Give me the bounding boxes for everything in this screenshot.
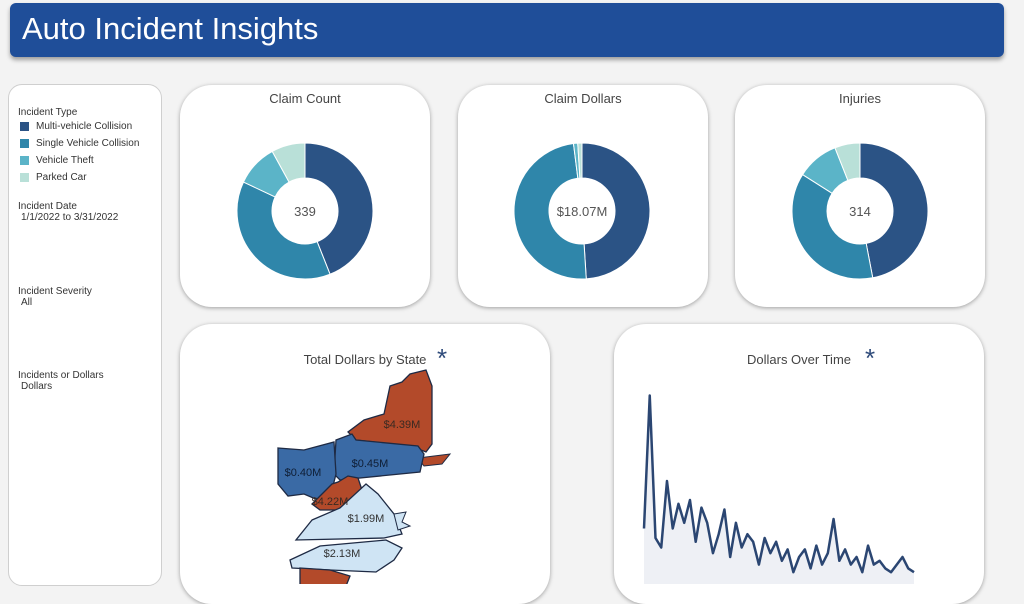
legend-item-single-vehicle[interactable]: Single Vehicle Collision (20, 137, 139, 149)
map-label: $0.45M (352, 458, 389, 470)
map-label: $1.99M (348, 513, 385, 525)
map-card[interactable]: Total Dollars by State * $4.39M $0.40M $… (180, 324, 550, 604)
legend-label: Multi-vehicle Collision (36, 120, 133, 132)
incident-date-filter[interactable]: 1/1/2022 to 3/31/2022 (21, 212, 119, 223)
claim-dollars-card[interactable]: Claim Dollars $18.07M (458, 85, 708, 307)
donut-center-value: 314 (849, 204, 871, 219)
legend-item-parked-car[interactable]: Parked Car (20, 171, 87, 183)
donut-slice-parked-car[interactable] (834, 142, 861, 181)
card-title: Claim Count (269, 91, 341, 106)
legend-item-multi-vehicle[interactable]: Multi-vehicle Collision (20, 120, 132, 132)
map-title: Total Dollars by State (303, 352, 427, 367)
severity-filter[interactable]: All (21, 297, 33, 308)
filter-sidebar: Incident Type Multi-vehicle Collision Si… (8, 84, 162, 586)
swatch-icon (20, 121, 29, 131)
legend-label: Parked Car (36, 171, 87, 183)
incident-type-label: Incident Type (18, 107, 78, 118)
header-bar: Auto Incident Insights (10, 3, 1004, 57)
dollars-over-time-chart (642, 394, 915, 584)
donut-slice-single-vehicle[interactable] (791, 173, 874, 280)
swatch-icon (20, 172, 29, 182)
page-title: Auto Incident Insights (22, 11, 319, 46)
donut-slice-multi-vehicle[interactable] (581, 142, 651, 280)
state-map: $4.39M $0.40M $0.45M $4.22M $1.99M $2.13… (277, 369, 452, 584)
map-label: $2.13M (324, 548, 361, 560)
swatch-icon (20, 155, 29, 165)
metric-filter[interactable]: Dollars (21, 381, 53, 392)
donut-center-value: 339 (294, 204, 316, 219)
donut-slice-parked-car[interactable] (577, 142, 583, 179)
map-label: $4.39M (384, 419, 421, 431)
donut-slice-single-vehicle[interactable] (513, 142, 587, 280)
legend-label: Single Vehicle Collision (36, 137, 140, 149)
asterisk-icon[interactable]: * (437, 343, 448, 373)
incident-date-label: Incident Date (18, 201, 77, 212)
card-title: Dollars Over Time (614, 352, 984, 367)
metric-label: Incidents or Dollars (18, 370, 104, 381)
asterisk-icon[interactable]: * (865, 343, 876, 373)
legend-label: Vehicle Theft (36, 154, 94, 166)
timeline-line[interactable] (642, 394, 915, 574)
timeline-card[interactable]: Dollars Over Time * (614, 324, 984, 604)
map-label: $0.40M (285, 467, 322, 479)
card-title: Claim Dollars (544, 91, 622, 106)
state-new-york[interactable] (347, 369, 433, 453)
claim-count-donut (236, 142, 374, 280)
card-title: Total Dollars by State (180, 352, 550, 367)
donut-slice-single-vehicle[interactable] (236, 181, 331, 280)
swatch-icon (20, 138, 29, 148)
claim-count-card[interactable]: Claim Count 339 (180, 85, 430, 307)
donut-slice-multi-vehicle[interactable] (304, 142, 374, 275)
donut-center-value: $18.07M (556, 204, 608, 219)
map-label: $4.22M (312, 496, 349, 508)
severity-label: Incident Severity (18, 286, 92, 297)
timeline-area (644, 395, 914, 584)
injuries-donut (791, 142, 929, 280)
donut-slice-parked-car[interactable] (271, 142, 306, 183)
card-title: Injuries (839, 91, 881, 106)
state-delmarva[interactable] (393, 511, 412, 531)
injuries-card[interactable]: Injuries 314 (735, 85, 985, 307)
legend-item-vehicle-theft[interactable]: Vehicle Theft (20, 154, 94, 166)
donut-slice-multi-vehicle[interactable] (859, 142, 929, 279)
claim-dollars-donut (513, 142, 651, 280)
timeline-title: Dollars Over Time (746, 352, 852, 367)
